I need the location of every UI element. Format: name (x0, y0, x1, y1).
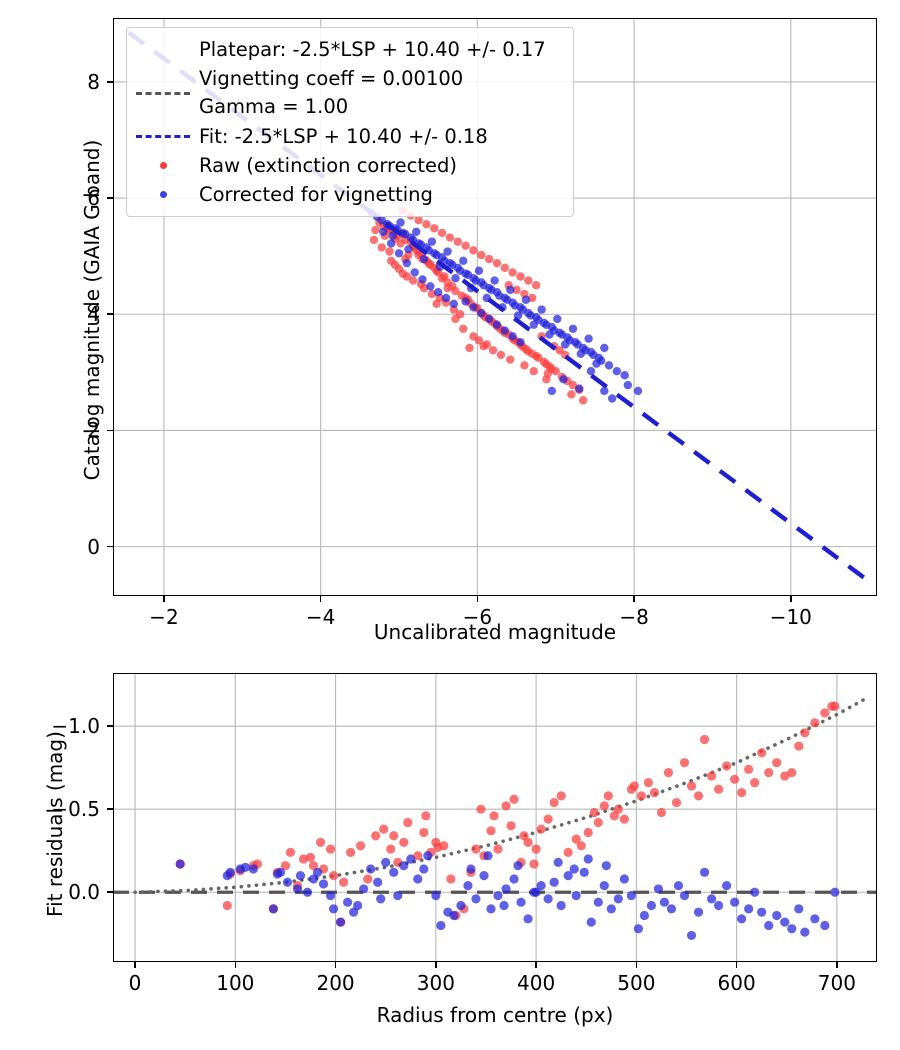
y-tick-label: 0 (87, 534, 100, 559)
blue-marker-icon (159, 191, 167, 198)
legend-label-corrected: Corrected for vignetting (199, 182, 433, 206)
x-tick-label: 0 (128, 971, 142, 995)
x-tickmark (476, 596, 479, 602)
legend-handle-dashed-blue (136, 125, 190, 149)
legend-entry-fit: Fit: -2.5*LSP + 10.40 +/- 0.18 (136, 122, 564, 151)
y-tick-label: −0.5 (51, 797, 100, 822)
x-tick-label: 700 (817, 971, 856, 995)
x-tick-label: −2 (149, 605, 179, 629)
x-tickmark (535, 962, 537, 968)
x-tick-label: 200 (316, 971, 355, 995)
x-tick-label: 500 (617, 971, 656, 995)
y-tickmark (107, 197, 113, 199)
y-tickmark (107, 545, 113, 548)
red-marker-icon (159, 162, 167, 169)
legend-entry-vignetting: Vignetting coeff = 0.00100 Gamma = 1.00 (136, 64, 564, 122)
y-tickmark (107, 725, 113, 727)
x-tickmark (633, 596, 635, 602)
x-tickmark (319, 596, 322, 602)
x-tick-label: −6 (462, 605, 493, 629)
y-tickmark (107, 891, 113, 894)
calibration-xaxis-label: Uncalibrated magnitude (373, 620, 617, 644)
x-tickmark (635, 962, 638, 968)
legend-handle-dot-red (136, 154, 190, 178)
y-tick-label: 4 (87, 302, 100, 327)
x-tickmark (134, 962, 136, 968)
legend-label-fit: Fit: -2.5*LSP + 10.40 +/- 0.18 (199, 124, 488, 148)
x-tickmark (790, 596, 792, 602)
x-tick-label: 600 (717, 971, 756, 995)
legend-entry-platepar: Platepar: -2.5*LSP + 10.40 +/- 0.17 (136, 35, 564, 64)
x-tick-label: −4 (305, 605, 336, 629)
fit-residuals-plot (113, 673, 877, 962)
residuals-canvas (113, 673, 877, 962)
x-tick-label: 400 (517, 971, 556, 995)
legend-label-raw: Raw (extinction corrected) (199, 153, 457, 177)
legend-label-vignetting: Vignetting coeff = 0.00100 Gamma = 1.00 (199, 67, 464, 118)
legend-label-platepar: Platepar: -2.5*LSP + 10.40 +/- 0.17 (199, 37, 546, 61)
legend-handle-dot-blue (136, 183, 190, 207)
y-tickmark (107, 81, 113, 83)
calibration-legend[interactable]: Platepar: -2.5*LSP + 10.40 +/- 0.17 Vign… (126, 27, 574, 217)
x-tickmark (735, 962, 738, 968)
x-tickmark (836, 962, 838, 968)
y-tickmark (107, 313, 113, 316)
y-tick-label: 6 (87, 186, 100, 211)
x-tick-label: 100 (216, 971, 255, 995)
x-tickmark (163, 596, 165, 602)
dashed-blue-line-icon (136, 135, 190, 138)
legend-handle-none (136, 38, 190, 62)
legend-handle-dashed-gray (136, 81, 190, 105)
dashed-gray-line-icon (136, 91, 190, 95)
y-tickmark (107, 429, 113, 432)
y-tick-label: 0.0 (68, 880, 100, 905)
y-tick-label: 2 (87, 418, 100, 443)
x-tickmark (334, 962, 337, 968)
legend-entry-corrected: Corrected for vignetting (136, 180, 564, 209)
residuals-yaxis-label: Fit residuals (mag) (43, 731, 67, 917)
x-tickmark (234, 962, 237, 968)
y-tick-label: 8 (87, 69, 100, 94)
calibration-yaxis-label: Catalog magnitude (GAIA G band) (80, 139, 104, 481)
residuals-xaxis-label: Radius from centre (px) (376, 1003, 614, 1027)
y-tickmark (107, 808, 113, 810)
x-tickmark (435, 962, 437, 968)
x-tick-label: −8 (619, 605, 649, 629)
x-tick-label: −10 (769, 605, 812, 629)
y-tick-label: −1.0 (51, 714, 100, 739)
x-tick-label: 300 (416, 971, 455, 995)
legend-entry-raw: Raw (extinction corrected) (136, 151, 564, 180)
